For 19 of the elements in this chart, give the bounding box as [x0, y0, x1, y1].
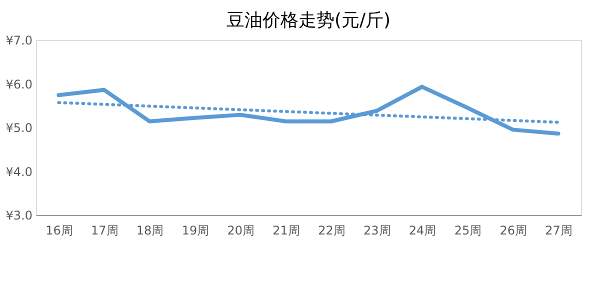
y-tick-label: ¥7.0 — [6, 34, 32, 48]
y-tick-label: ¥3.0 — [6, 208, 32, 222]
chart-title: 豆油价格走势(元/斤) — [226, 10, 391, 31]
y-tick-label: ¥6.0 — [6, 77, 32, 92]
x-tick-label: 21周 — [272, 224, 300, 238]
x-tick-label: 26周 — [500, 224, 528, 238]
x-tick-label: 16周 — [46, 224, 73, 238]
x-tick-label: 22周 — [318, 224, 346, 238]
y-tick-label: ¥5.0 — [6, 121, 32, 135]
x-tick-label: 17周 — [90, 224, 118, 238]
x-tick-label: 23周 — [363, 224, 391, 238]
x-tick-label: 25周 — [454, 224, 482, 238]
x-tick-label: 20周 — [227, 224, 255, 238]
line-series — [56, 84, 560, 136]
y-tick-label: ¥4.0 — [6, 164, 32, 179]
x-tick-label: 18周 — [136, 224, 164, 238]
x-tick-label: 24周 — [408, 224, 436, 238]
x-tick-label: 27周 — [545, 224, 572, 238]
x-tick-label: 19周 — [182, 224, 210, 238]
